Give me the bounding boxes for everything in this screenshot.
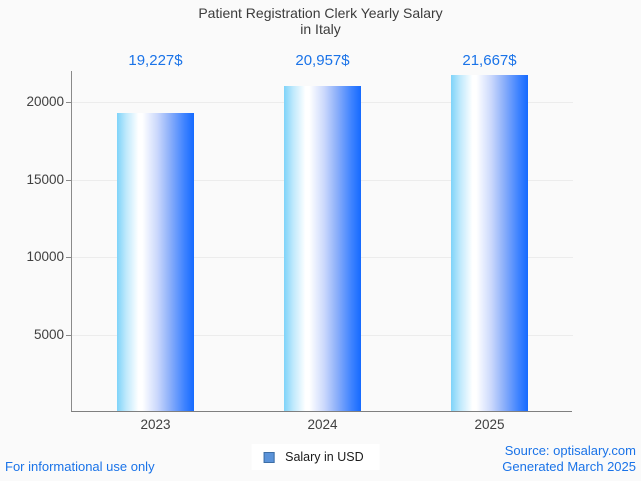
bar-value-label: 19,227$ xyxy=(128,52,183,69)
y-tick xyxy=(66,334,72,336)
source-note: Source: optisalary.com Generated March 2… xyxy=(502,443,636,475)
y-tick xyxy=(66,179,72,181)
bar-value-label: 20,957$ xyxy=(295,52,350,69)
chart-title-line2: in Italy xyxy=(300,21,341,37)
plot-area: 5000 10000 15000 20000 19,227$ 2023 20,957$ 202… xyxy=(26,52,573,432)
legend-swatch-icon xyxy=(263,451,275,463)
generated-line: Generated March 2025 xyxy=(502,459,636,474)
legend[interactable]: Salary in USD xyxy=(251,444,380,470)
bar-value-label: 21,667$ xyxy=(462,52,517,69)
chart-title: Patient Registration Clerk Yearly Salary… xyxy=(0,5,641,37)
x-tick-label: 2025 xyxy=(474,417,505,432)
bar[interactable] xyxy=(451,75,528,411)
y-tick-label: 20000 xyxy=(26,94,64,109)
y-tick-label: 5000 xyxy=(33,326,64,342)
x-tick-label: 2023 xyxy=(140,417,171,432)
bar[interactable] xyxy=(117,112,194,411)
y-tick-label: 10000 xyxy=(26,249,64,264)
chart-title-line1: Patient Registration Clerk Yearly Salary xyxy=(198,5,443,21)
y-tick xyxy=(66,257,72,258)
y-tick xyxy=(66,102,72,103)
x-tick-label: 2024 xyxy=(307,417,338,432)
source-line: Source: optisalary.com xyxy=(504,443,636,458)
disclaimer-note: For informational use only xyxy=(5,459,155,474)
legend-label: Salary in USD xyxy=(285,450,364,464)
y-tick-label: 15000 xyxy=(26,171,64,187)
bar[interactable] xyxy=(284,86,361,411)
